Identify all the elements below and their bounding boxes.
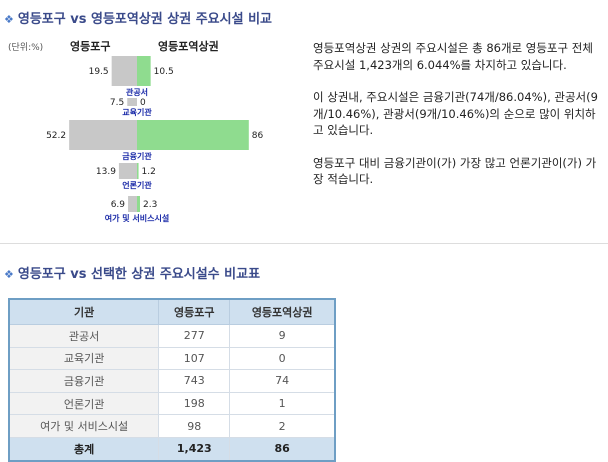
diamond-bullet-icon: ❖ (4, 13, 14, 26)
section-title-text: 영등포구 vs 선택한 상권 주요시설수 비교표 (17, 267, 261, 282)
table-row: 금융기관 743 74 (8, 369, 336, 393)
right-series-label: 영등포역상권 (158, 39, 219, 53)
right-value-label: 86 (252, 131, 264, 141)
column-header: 영등포구 (158, 298, 231, 325)
total-cell: 1,423 (158, 436, 231, 462)
left-series-label: 영등포구 (70, 40, 110, 53)
table-cell: 1 (229, 391, 336, 416)
table-header-row: 기관 영등포구 영등포역상권 (8, 298, 336, 325)
description-paragraph: 영등포구 대비 금융기관이(가) 가장 많고 언론기관이(가) 가장 적습니다. (313, 155, 597, 187)
table-row: 언론기관 198 1 (8, 391, 336, 416)
left-value-label: 6.9 (111, 200, 126, 210)
row-label: 교육기관 (8, 346, 160, 371)
section-divider (0, 243, 608, 244)
category-label: 언론기관 (122, 180, 152, 190)
table-cell: 9 (229, 324, 336, 348)
column-header: 영등포역상권 (229, 298, 336, 325)
table-cell: 277 (158, 324, 231, 348)
table-cell: 743 (158, 369, 231, 393)
facility-count-table: 기관 영등포구 영등포역상권 관공서 277 9 교육기관 107 0 금융기관… (8, 298, 336, 462)
section-title-text: 영등포구 vs 영등포역상권 상권 주요시설 비교 (17, 12, 272, 27)
category-label: 관공서 (126, 87, 148, 97)
left-value-label: 19.5 (89, 67, 109, 77)
table-total-row: 총계 1,423 86 (8, 436, 336, 462)
right-value-label: 0 (140, 98, 146, 108)
right-value-label: 1.2 (142, 167, 156, 177)
row-label: 여가 및 서비스시설 (8, 414, 160, 438)
description-paragraph: 영등포역상권 상권의 주요시설은 총 86개로 영등포구 전체 주요시설 1,4… (313, 41, 593, 72)
column-header: 기관 (8, 298, 160, 325)
left-value-label: 7.5 (110, 98, 124, 108)
right-bar (137, 56, 151, 86)
table-cell: 98 (158, 414, 231, 438)
category-label: 여가 및 서비스시설 (105, 213, 169, 223)
total-label: 총계 (8, 436, 160, 462)
right-bar (137, 196, 140, 212)
row-label: 관공서 (8, 324, 160, 348)
section-title-comparison: ❖ 영등포구 vs 영등포역상권 상권 주요시설 비교 (4, 8, 272, 27)
table-cell: 0 (229, 346, 336, 371)
right-value-label: 2.3 (143, 200, 157, 210)
left-bar (118, 163, 137, 179)
table-row: 여가 및 서비스시설 98 2 (8, 414, 336, 438)
table-cell: 2 (229, 414, 336, 438)
category-label: 금융기관 (122, 151, 152, 161)
left-bar (69, 120, 137, 150)
description-text: 영등포역상권 상권의 주요시설은 총 86개로 영등포구 전체 주요시설 1,4… (313, 40, 605, 204)
row-label: 언론기관 (8, 391, 160, 416)
left-value-label: 52.2 (46, 131, 66, 141)
left-bar (128, 196, 137, 212)
right-value-label: 10.5 (154, 67, 174, 77)
total-cell: 86 (229, 436, 336, 462)
table-cell: 107 (158, 346, 231, 371)
table-row: 교육기관 107 0 (8, 346, 336, 371)
category-label: 교육기관 (122, 107, 152, 117)
row-label: 금융기관 (8, 369, 160, 393)
description-paragraph: 이 상권내, 주요시설은 금융기관(74개/86.04%), 관공서(9개/10… (313, 90, 598, 137)
right-bar (137, 120, 249, 150)
section-title-table: ❖ 영등포구 vs 선택한 상권 주요시설수 비교표 (4, 263, 260, 282)
left-bar (111, 56, 137, 86)
right-bar (137, 163, 139, 179)
left-bar (127, 98, 137, 106)
table-row: 관공서 277 9 (8, 324, 336, 348)
diamond-bullet-icon: ❖ (4, 268, 14, 281)
table-cell: 74 (229, 369, 336, 393)
left-value-label: 13.9 (96, 167, 116, 177)
table-cell: 198 (158, 391, 231, 416)
unit-label: (단위:%) (8, 42, 43, 53)
